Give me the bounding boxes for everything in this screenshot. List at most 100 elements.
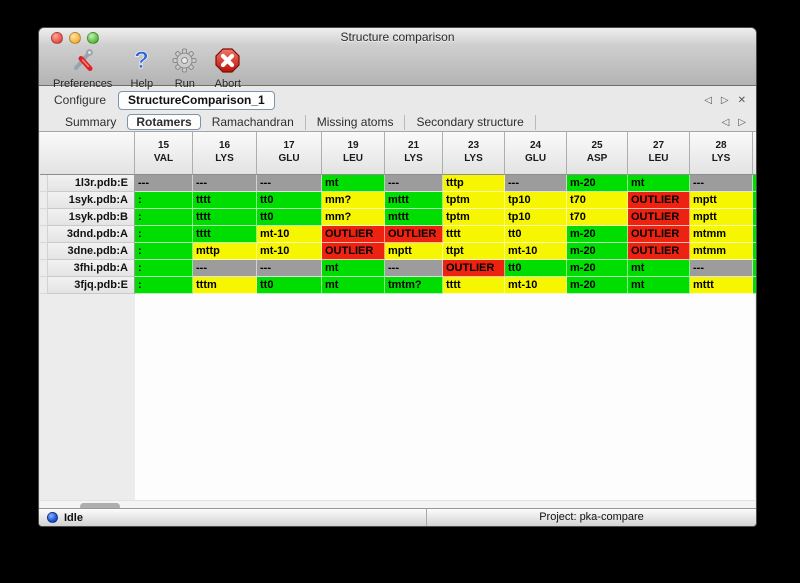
column-header[interactable]	[753, 132, 756, 175]
rotamer-cell[interactable]: m	[753, 209, 756, 226]
tab-secondary-structure[interactable]: Secondary structure	[405, 114, 536, 130]
rotamer-cell[interactable]: tttt	[193, 192, 257, 209]
column-header[interactable]: 16 LYS	[193, 132, 257, 175]
rotamer-cell[interactable]: mt-10	[505, 277, 567, 294]
rotamer-cell[interactable]: tt0	[257, 209, 322, 226]
rotamer-cell[interactable]: tttt	[443, 226, 505, 243]
rotamer-cell[interactable]: tttp	[443, 175, 505, 192]
rotamer-cell[interactable]: m-20	[567, 277, 628, 294]
rotamer-cell[interactable]: ---	[257, 260, 322, 277]
rotamer-cell[interactable]: m	[753, 175, 756, 192]
column-header[interactable]: 25 ASP	[567, 132, 628, 175]
column-header[interactable]: 27 LEU	[628, 132, 690, 175]
column-header[interactable]: 23 LYS	[443, 132, 505, 175]
rotamer-cell[interactable]: tmtm?	[385, 277, 443, 294]
rotamer-cell[interactable]: :	[135, 260, 193, 277]
rotamer-cell[interactable]: tt0	[505, 260, 567, 277]
minimize-window-button[interactable]	[69, 32, 81, 44]
title-bar[interactable]: Structure comparison	[39, 28, 756, 47]
rotamer-cell[interactable]: mt	[322, 277, 385, 294]
tabs-prev-icon[interactable]: ◁	[721, 116, 730, 128]
rotamer-cell[interactable]: mt-10	[257, 226, 322, 243]
row-header[interactable]: 3dnd.pdb:A	[48, 226, 135, 243]
row-header[interactable]: 3fhi.pdb:A	[48, 260, 135, 277]
configure-next-icon[interactable]: ▷	[720, 94, 729, 106]
row-header[interactable]: 1syk.pdb:A	[48, 192, 135, 209]
rotamer-cell[interactable]: m	[753, 243, 756, 260]
rotamer-cell[interactable]: OUTLIER	[322, 226, 385, 243]
rotamer-cell[interactable]: mt	[628, 260, 690, 277]
rotamer-cell[interactable]: ---	[505, 175, 567, 192]
rotamer-cell[interactable]: ttpt	[443, 243, 505, 260]
column-header[interactable]: 19 LEU	[322, 132, 385, 175]
rotamer-cell[interactable]: ---	[385, 260, 443, 277]
rotamer-cell[interactable]: mm?	[322, 209, 385, 226]
rotamer-cell[interactable]: OUTLIER	[628, 192, 690, 209]
rotamer-cell[interactable]: mtmm	[690, 226, 753, 243]
rotamer-cell[interactable]: mttt	[385, 192, 443, 209]
rotamer-cell[interactable]: m-20	[567, 226, 628, 243]
rotamer-cell[interactable]: ---	[193, 175, 257, 192]
abort-button[interactable]: Abort	[214, 47, 241, 90]
rotamer-cell[interactable]: mttp	[193, 243, 257, 260]
rotamer-cell[interactable]: m	[753, 260, 756, 277]
rotamer-cell[interactable]: tptm	[443, 209, 505, 226]
rotamer-cell[interactable]: OUTLIER	[628, 209, 690, 226]
rotamer-cell[interactable]: m	[753, 277, 756, 294]
row-header[interactable]: 1l3r.pdb:E	[48, 175, 135, 192]
rotamer-cell[interactable]: :	[135, 277, 193, 294]
rotamer-cell[interactable]: :	[135, 243, 193, 260]
configure-close-icon[interactable]: ✕	[737, 94, 746, 106]
rotamer-cell[interactable]: tttt	[193, 226, 257, 243]
rotamer-cell[interactable]: t70	[567, 192, 628, 209]
column-header[interactable]: 15 VAL	[135, 132, 193, 175]
rotamer-cell[interactable]: tt0	[505, 226, 567, 243]
configure-prev-icon[interactable]: ◁	[704, 94, 712, 106]
rotamer-cell[interactable]: OUTLIER	[385, 226, 443, 243]
rotamer-cell[interactable]: mttt	[385, 209, 443, 226]
rotamer-cell[interactable]: mt	[322, 175, 385, 192]
rotamer-cell[interactable]: tttt	[193, 209, 257, 226]
rotamer-cell[interactable]: mt	[628, 175, 690, 192]
rotamer-cell[interactable]: ---	[193, 260, 257, 277]
rotamer-cell[interactable]: m	[753, 192, 756, 209]
horizontal-scrollbar-thumb[interactable]	[80, 503, 120, 510]
rotamer-cell[interactable]: mttt	[690, 277, 753, 294]
rotamer-cell[interactable]: ---	[385, 175, 443, 192]
rotamer-cell[interactable]: mt-10	[257, 243, 322, 260]
tab-missing-atoms[interactable]: Missing atoms	[306, 114, 406, 130]
rotamer-cell[interactable]: tt0	[257, 277, 322, 294]
rotamer-cell[interactable]: ---	[690, 175, 753, 192]
rotamer-cell[interactable]: tttt	[443, 277, 505, 294]
rotamer-cell[interactable]: mt	[628, 277, 690, 294]
rotamer-cell[interactable]: mptt	[385, 243, 443, 260]
rotamer-cell[interactable]: m	[753, 226, 756, 243]
tab-ramachandran[interactable]: Ramachandran	[201, 114, 306, 130]
column-header[interactable]: 21 LYS	[385, 132, 443, 175]
rotamer-cell[interactable]: mtmm	[690, 243, 753, 260]
rotamer-cell[interactable]: :	[135, 192, 193, 209]
row-header[interactable]: 3dne.pdb:A	[48, 243, 135, 260]
rotamer-cell[interactable]: m-20	[567, 243, 628, 260]
row-header[interactable]: 3fjq.pdb:E	[48, 277, 135, 294]
tab-summary[interactable]: Summary	[65, 114, 117, 129]
rotamer-cell[interactable]: t70	[567, 209, 628, 226]
column-header[interactable]: 17 GLU	[257, 132, 322, 175]
rotamer-cell[interactable]: mptt	[690, 209, 753, 226]
rotamer-cell[interactable]: OUTLIER	[322, 243, 385, 260]
rotamer-cell[interactable]: mt	[322, 260, 385, 277]
zoom-window-button[interactable]	[87, 32, 99, 44]
rotamer-cell[interactable]: tp10	[505, 192, 567, 209]
close-window-button[interactable]	[51, 32, 63, 44]
row-header[interactable]: 1syk.pdb:B	[48, 209, 135, 226]
rotamer-cell[interactable]: ---	[257, 175, 322, 192]
rotamer-cell[interactable]: tptm	[443, 192, 505, 209]
rotamer-cell[interactable]: :	[135, 209, 193, 226]
tabs-next-icon[interactable]: ▷	[738, 116, 746, 128]
run-button[interactable]: Run	[171, 47, 198, 90]
rotamer-cell[interactable]: tt0	[257, 192, 322, 209]
rotamer-cell[interactable]: tttm	[193, 277, 257, 294]
rotamer-cell[interactable]: OUTLIER	[628, 226, 690, 243]
column-header[interactable]: 28 LYS	[690, 132, 753, 175]
rotamer-cell[interactable]: tp10	[505, 209, 567, 226]
